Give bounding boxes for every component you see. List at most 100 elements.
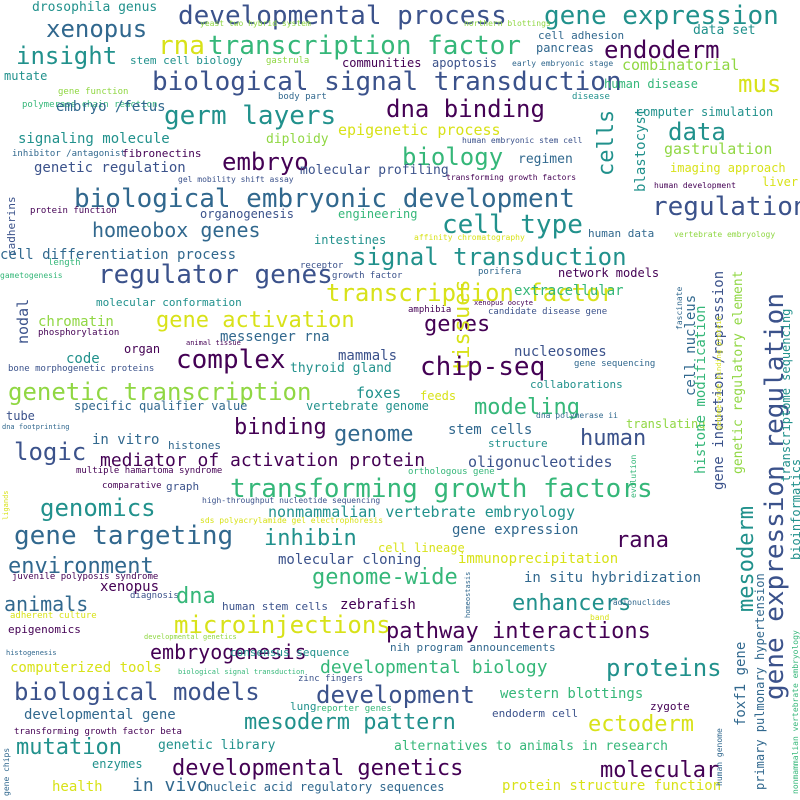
word: cell adhesion — [538, 29, 625, 42]
word: code — [66, 351, 100, 367]
word: primary pulmonary hypertension — [753, 573, 767, 790]
word: human stem cells — [222, 600, 328, 613]
word: developmental genetics — [172, 756, 464, 781]
word: germ layers — [164, 101, 337, 131]
word: embryo — [222, 148, 309, 176]
word: cell lineage — [378, 541, 465, 555]
word: genetic transcription — [8, 378, 312, 406]
word: in vivo — [132, 775, 208, 796]
word: intestines — [314, 233, 387, 247]
word: band — [590, 613, 610, 622]
word: in situ hybridization — [524, 570, 702, 586]
word: gastrulation — [664, 140, 773, 158]
word: gene targeting — [14, 521, 234, 551]
word: molecular cloning — [278, 552, 422, 568]
word: consensus sequence — [230, 646, 350, 659]
word: regulation — [652, 192, 800, 222]
word: foxf1 gene — [733, 641, 749, 726]
word: developmental gene — [24, 707, 176, 723]
word: animal tissue — [186, 339, 241, 347]
word: diagnosis — [130, 591, 179, 601]
word: cell differentiation process — [0, 247, 237, 263]
word: structure — [488, 437, 548, 450]
word: ectoderm — [588, 712, 694, 737]
word: molecular conformation — [96, 296, 242, 309]
word: ligands — [2, 490, 10, 520]
word: human embryonic stem cell — [462, 136, 583, 145]
word: stem cell biology — [130, 54, 243, 67]
word: embryogenesis — [150, 640, 307, 664]
word: northern blottings — [464, 19, 551, 28]
word: data set — [693, 23, 756, 38]
word: xenopus — [100, 579, 160, 595]
word: engineering — [338, 207, 418, 221]
word: pathway interactions — [386, 619, 651, 644]
word: diploidy — [266, 132, 329, 147]
word: epigenetic process — [338, 121, 501, 139]
word: collaborations — [530, 378, 623, 391]
word: blastocyst — [633, 107, 649, 192]
word: enhancers — [512, 591, 632, 616]
word: zinc fingers — [298, 674, 364, 684]
word: network models — [558, 266, 660, 280]
word: protein structure function — [502, 778, 722, 794]
word: logic — [14, 438, 87, 466]
word: xenopus — [46, 15, 148, 43]
word: data — [668, 118, 726, 146]
word: insight — [16, 42, 118, 70]
word: dna binding — [386, 95, 545, 123]
word: chromatin — [38, 314, 114, 330]
word: polymerase chain reaction — [22, 100, 158, 110]
word: endoderm — [604, 36, 720, 64]
word: mutation — [16, 735, 122, 760]
word: gametogenesis — [0, 271, 63, 280]
word: porifera — [478, 267, 522, 277]
word: bone morphogenetic proteins — [8, 364, 155, 374]
word: lung — [290, 700, 317, 713]
word: mutate — [4, 69, 48, 83]
word: drosophila genus — [32, 0, 158, 15]
word: genetic regulation — [34, 160, 186, 176]
word: transcription factor — [208, 31, 522, 61]
word: gene sequencing — [574, 359, 656, 369]
word: gel mobility shift assay — [178, 175, 294, 184]
word: nonmammalian vertebrate embryology — [791, 630, 800, 794]
word: histone modification — [693, 305, 709, 474]
word: genomics — [40, 494, 156, 522]
word: histones — [168, 439, 221, 452]
word: extracellular — [514, 283, 624, 299]
word: transforming growth factors — [230, 474, 653, 504]
word: molecular profiling — [300, 163, 449, 178]
word: western blottings — [500, 686, 644, 702]
word: graph — [166, 480, 200, 493]
word: genes — [424, 312, 491, 337]
word: developmental genetics — [144, 633, 237, 641]
word: human genome — [715, 728, 724, 786]
word: zebrafish — [340, 597, 416, 613]
word: apoptosis — [432, 56, 498, 70]
word: juvenile polyposis syndrome — [12, 572, 159, 582]
word: foxes — [356, 384, 402, 402]
word: gene activation — [156, 308, 355, 333]
word: mediator of activation protein — [100, 450, 426, 471]
word: computerized tools — [10, 660, 162, 676]
word: yeast two hybrid system — [200, 19, 311, 28]
word: orthologous gene — [408, 467, 495, 477]
word: dna — [176, 584, 216, 609]
word: vertebrate genome — [306, 399, 429, 413]
word: epigenomics — [8, 623, 81, 636]
word: immunoprecipitation — [458, 551, 619, 567]
word: feeds — [420, 389, 457, 403]
word: cells — [594, 109, 619, 176]
word: phosphorylation — [38, 328, 120, 338]
word: inhibin — [264, 526, 357, 551]
word: biology — [402, 143, 504, 171]
word: human disease — [604, 77, 698, 91]
word: sds polyacrylamide gel electrophoresis — [200, 516, 384, 525]
word: genetic library — [158, 738, 276, 753]
word: transforming growth factor beta — [14, 727, 182, 737]
word: gene expression — [452, 522, 579, 538]
word: organ — [124, 342, 161, 356]
word: body part — [278, 92, 327, 102]
word: rana — [616, 528, 669, 553]
